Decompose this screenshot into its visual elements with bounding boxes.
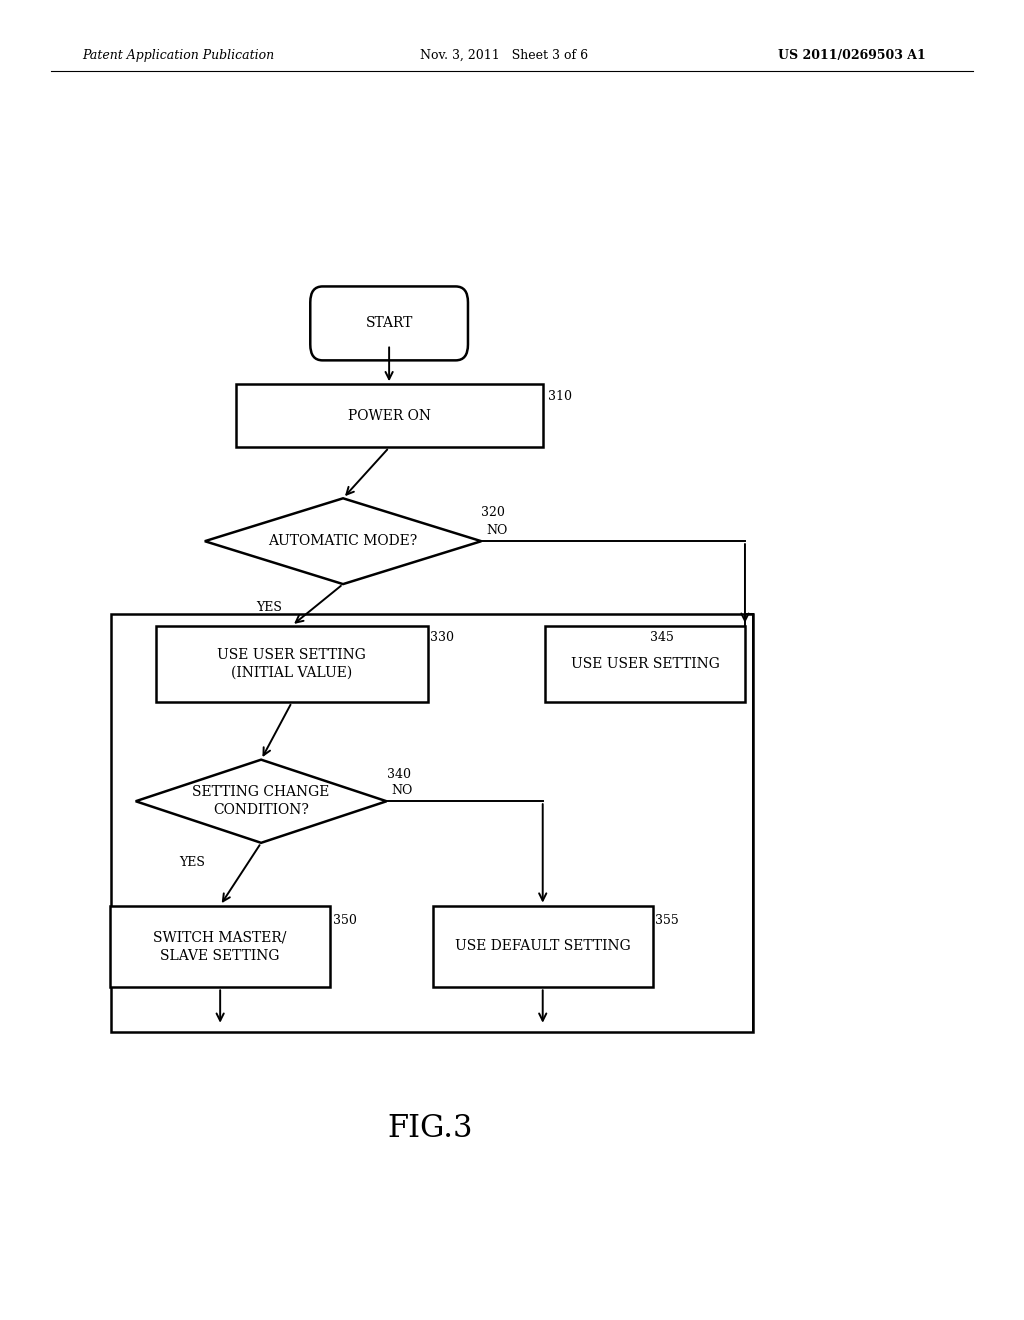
Bar	[111, 614, 753, 1032]
Text: Patent Application Publication: Patent Application Publication	[82, 49, 274, 62]
Text: NO: NO	[391, 784, 413, 797]
Bar	[433, 906, 653, 987]
Text: US 2011/0269503 A1: US 2011/0269503 A1	[778, 49, 926, 62]
Text: START: START	[366, 317, 413, 330]
Text: POWER ON: POWER ON	[347, 409, 431, 422]
Text: YES: YES	[256, 602, 282, 614]
Text: USE DEFAULT SETTING: USE DEFAULT SETTING	[455, 940, 631, 953]
Polygon shape	[135, 759, 387, 842]
Text: USE USER SETTING: USE USER SETTING	[570, 657, 720, 671]
Text: 350: 350	[333, 913, 356, 927]
Text: FIG.3: FIG.3	[387, 1113, 473, 1144]
Text: SWITCH MASTER/
SLAVE SETTING: SWITCH MASTER/ SLAVE SETTING	[154, 931, 287, 962]
Bar	[111, 906, 330, 987]
Text: AUTOMATIC MODE?: AUTOMATIC MODE?	[268, 535, 418, 548]
Bar	[545, 626, 745, 702]
Text: SETTING CHANGE
CONDITION?: SETTING CHANGE CONDITION?	[193, 785, 330, 817]
Bar	[236, 384, 543, 447]
Text: 310: 310	[548, 389, 571, 403]
Text: 345: 345	[650, 631, 674, 644]
Text: USE USER SETTING
(INITIAL VALUE): USE USER SETTING (INITIAL VALUE)	[217, 648, 367, 680]
Text: 355: 355	[655, 913, 679, 927]
Text: YES: YES	[179, 857, 205, 869]
FancyBboxPatch shape	[310, 286, 468, 360]
Polygon shape	[205, 499, 481, 583]
Text: 340: 340	[387, 768, 411, 781]
Text: NO: NO	[486, 524, 508, 537]
Text: Nov. 3, 2011   Sheet 3 of 6: Nov. 3, 2011 Sheet 3 of 6	[420, 49, 588, 62]
Bar	[156, 626, 428, 702]
Text: 320: 320	[481, 506, 505, 519]
Text: 330: 330	[430, 631, 454, 644]
